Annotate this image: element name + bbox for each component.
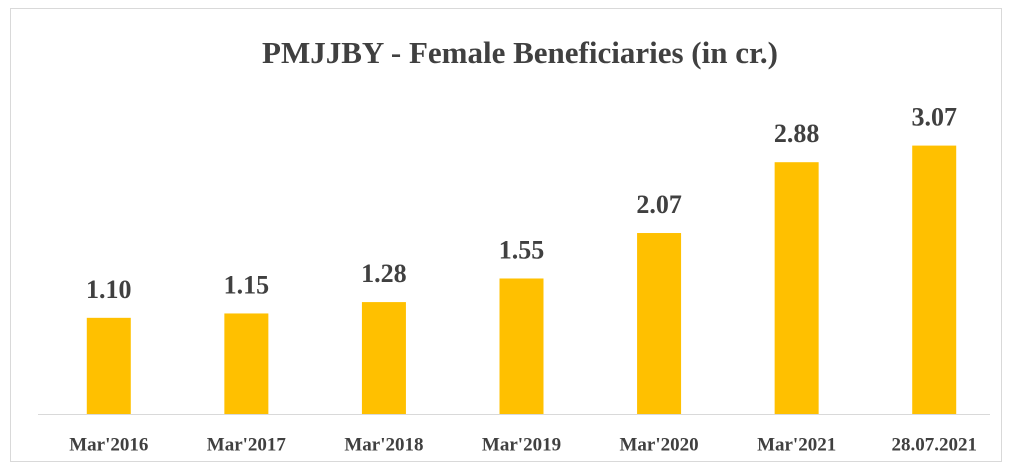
bar bbox=[361, 302, 406, 414]
bar bbox=[86, 317, 131, 414]
x-tick-label: Mar'2021 bbox=[757, 434, 836, 455]
x-tick-label: Mar'2020 bbox=[619, 434, 698, 455]
bar bbox=[912, 145, 957, 414]
data-label: 1.55 bbox=[499, 235, 545, 264]
bar bbox=[774, 162, 819, 414]
x-tick-label: Mar'2017 bbox=[207, 434, 287, 455]
bar bbox=[499, 278, 544, 414]
data-label: 3.07 bbox=[911, 103, 957, 132]
data-label: 1.10 bbox=[86, 275, 132, 304]
x-tick-label: Mar'2019 bbox=[482, 434, 561, 455]
chart-title: PMJJBY - Female Beneficiaries (in cr.) bbox=[262, 35, 778, 70]
data-label: 1.28 bbox=[361, 259, 407, 288]
x-tick-label: Mar'2018 bbox=[344, 434, 423, 455]
bar bbox=[224, 313, 269, 414]
bar bbox=[637, 233, 682, 414]
data-label: 1.15 bbox=[224, 270, 270, 299]
x-tick-label: Mar'2016 bbox=[69, 434, 148, 455]
data-label: 2.07 bbox=[636, 190, 682, 219]
data-label: 2.88 bbox=[774, 119, 820, 148]
x-tick-label: 28.07.2021 bbox=[891, 434, 977, 455]
